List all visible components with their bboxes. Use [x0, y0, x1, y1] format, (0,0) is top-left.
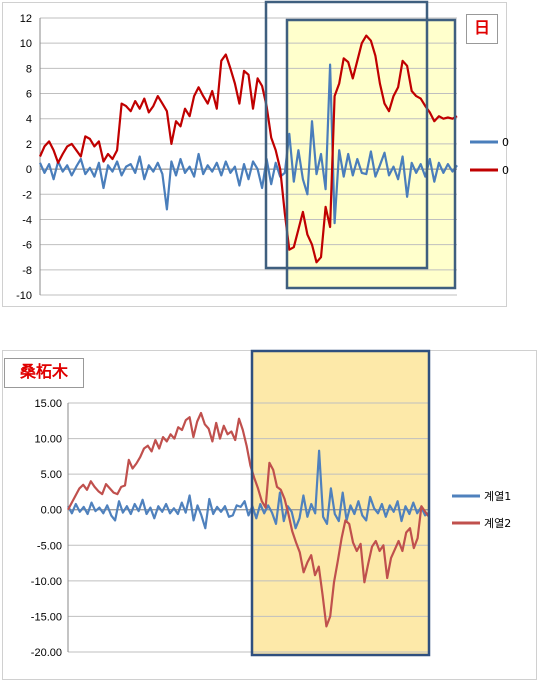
y-tick-label: 10.00 [34, 434, 62, 446]
y-tick-label: -10.00 [31, 576, 62, 588]
series-line [38, 63, 458, 225]
chart-title: 日 [466, 14, 498, 44]
y-tick-label: 8 [26, 63, 32, 75]
y-tick-label: -8 [22, 265, 32, 277]
highlight-frame [250, 349, 431, 657]
y-tick-label: -20.00 [31, 647, 62, 659]
y-tick-label: 15.00 [34, 398, 62, 410]
legend-label: 0 [502, 164, 509, 177]
chart-title: 桑柘木 [4, 358, 84, 388]
y-tick-label: -15.00 [31, 611, 62, 623]
y-tick-label: 5.00 [41, 469, 62, 481]
y-tick-label: 4 [26, 114, 32, 126]
y-tick-label: 2 [26, 139, 32, 151]
y-tick-label: 10 [20, 38, 32, 50]
y-tick-label: -10 [16, 290, 32, 302]
y-tick-label: -2 [22, 189, 32, 201]
legend-label: 0 [502, 136, 509, 149]
legend-label: 계열1 [484, 490, 511, 503]
y-tick-label: 0.00 [41, 505, 62, 517]
legend-label: 계열2 [484, 517, 511, 530]
highlight-frame [264, 0, 429, 270]
series-line [38, 34, 458, 264]
series-line [67, 411, 430, 628]
series-line [67, 449, 430, 530]
y-tick-label: -4 [22, 214, 32, 226]
y-tick-label: -6 [22, 240, 32, 252]
highlight-frame [285, 18, 457, 290]
y-tick-label: -5.00 [37, 540, 62, 552]
y-tick-label: 12 [20, 13, 32, 25]
y-tick-label: 6 [26, 89, 32, 101]
y-tick-label: 0 [26, 164, 32, 176]
